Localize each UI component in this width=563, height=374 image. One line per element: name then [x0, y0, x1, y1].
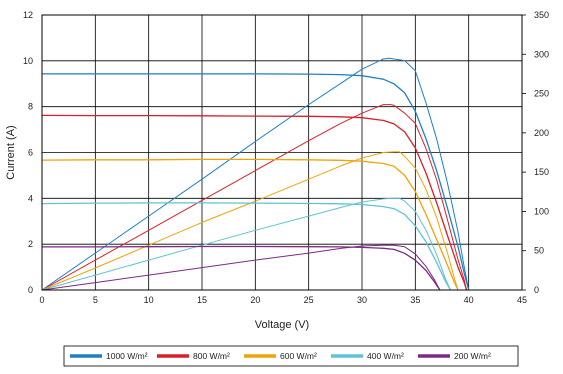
- plot-frame: [41, 14, 523, 291]
- x-tick-label: 0: [39, 295, 44, 305]
- y-right-tick-label: 0: [534, 285, 539, 295]
- pv-curve: [41, 104, 467, 291]
- pv-curve: [41, 244, 441, 291]
- x-tick-label: 25: [304, 295, 314, 305]
- x-tick-label: 10: [144, 295, 154, 305]
- x-tick-label: 45: [517, 295, 527, 305]
- x-tick-label: 20: [250, 295, 260, 305]
- y-left-tick-label: 0: [28, 285, 33, 295]
- y-left-tick-label: 8: [28, 102, 33, 112]
- y-left-tick-label: 6: [28, 148, 33, 158]
- pv-curve: [41, 197, 451, 291]
- y-left-axis-ticks: 0 2 4 6 8 10 12: [23, 10, 33, 295]
- y-right-axis-ticks: 0 50 100 150 200 250 300 350: [522, 10, 549, 295]
- legend-label: 200 W/m²: [454, 351, 491, 361]
- iv-curve: [41, 202, 452, 291]
- legend-label: 400 W/m²: [367, 351, 404, 361]
- x-tick-label: 5: [93, 295, 98, 305]
- y-left-tick-label: 12: [23, 10, 33, 20]
- x-tick-label: 30: [357, 295, 367, 305]
- y-right-tick-label: 100: [534, 206, 549, 216]
- iv-curve: [42, 73, 470, 291]
- y-left-tick-label: 4: [28, 193, 33, 203]
- legend-label: 1000 W/m²: [106, 351, 148, 361]
- y-right-tick-label: 200: [534, 128, 549, 138]
- pv-curve: [41, 151, 459, 291]
- legend-box: [63, 345, 519, 367]
- x-tick-label: 35: [410, 295, 420, 305]
- x-axis-ticks: 0 5 10 15 20 25 30 35 40 45: [39, 295, 527, 305]
- y-right-tick-label: 150: [534, 167, 549, 177]
- x-axis-title: Voltage (V): [255, 319, 309, 331]
- x-tick-label: 15: [197, 295, 207, 305]
- legend-label: 800 W/m²: [193, 351, 230, 361]
- y-right-tick-label: 300: [534, 49, 549, 59]
- grid: [41, 14, 523, 291]
- pv-curve: [41, 57, 470, 291]
- iv-curve: [41, 114, 468, 291]
- iv-curve: [42, 245, 441, 291]
- y-left-tick-label: 2: [28, 239, 33, 249]
- y-right-tick-label: 250: [534, 89, 549, 99]
- y-right-tick-label: 50: [534, 246, 544, 256]
- y-right-tick-label: 350: [534, 10, 549, 20]
- legend-label: 600 W/m²: [280, 351, 317, 361]
- x-tick-label: 40: [464, 295, 474, 305]
- series-layer: [41, 57, 470, 291]
- iv-curve: [41, 158, 459, 291]
- legend: 1000 W/m² 800 W/m² 600 W/m² 400 W/m² 200 W/m…: [63, 345, 519, 367]
- y-axis-title: Current (A): [5, 125, 17, 179]
- y-left-tick-label: 10: [23, 56, 33, 66]
